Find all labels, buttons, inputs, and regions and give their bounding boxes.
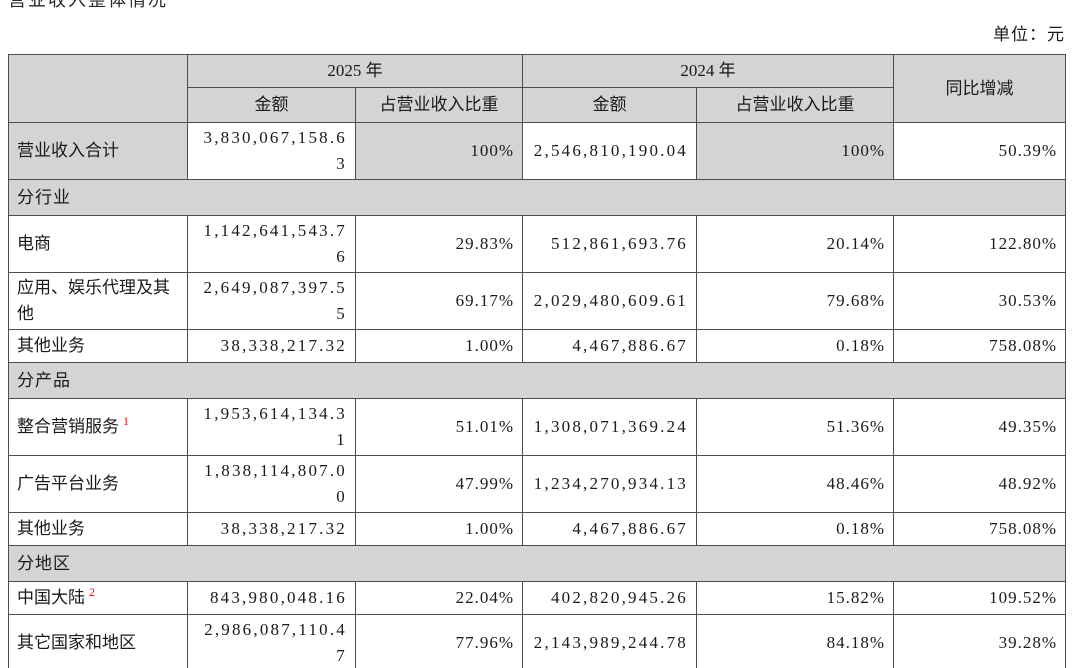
row-label-text: 中国大陆	[17, 588, 85, 607]
amount-2025-cell: 1,142,641,543.76	[187, 215, 356, 273]
amount-2025-cell: 2,649,087,397.55	[187, 272, 356, 330]
header-row-years: 2025 年 2024 年 同比增减	[8, 54, 1066, 123]
amount-2024-cell: 512,861,693.76	[522, 215, 697, 273]
amount-2025-cell: 2,986,087,110.47	[187, 614, 356, 668]
row-label-text: 应用、娱乐代理及其他	[17, 278, 170, 323]
header-year-2025: 2025 年	[187, 54, 523, 88]
table-body: 营业收入合计 3,830,067,158.63 100% 2,546,810,190.…	[8, 122, 1066, 668]
header-corner-cell	[8, 54, 188, 123]
row-label-text: 电商	[17, 234, 51, 253]
ratio-2024-cell: 20.14%	[696, 215, 894, 273]
amount-2025-cell: 1,838,114,807.00	[187, 455, 356, 513]
header-yoy: 同比增减	[893, 54, 1066, 123]
amount-2025-cell: 38,338,217.32	[187, 329, 356, 363]
total-row: 营业收入合计 3,830,067,158.63 100% 2,546,810,190.…	[8, 122, 1066, 180]
page-title-clipped-region: 营业收入整体情况	[8, 0, 408, 9]
section-label: 分地区	[8, 545, 1066, 582]
table-row: 广告平台业务 1,838,114,807.00 47.99% 1,234,270,93…	[8, 455, 1066, 513]
ratio-2024-cell: 15.82%	[696, 581, 894, 615]
section-label: 分产品	[8, 362, 1066, 399]
yoy-cell: 39.28%	[893, 614, 1066, 668]
row-label: 其他业务	[8, 512, 188, 546]
amount-2024-cell: 402,820,945.26	[522, 581, 697, 615]
section-row: 分产品	[8, 362, 1066, 399]
table-row: 电商 1,142,641,543.76 29.83% 512,861,693.76 20…	[8, 215, 1066, 273]
amount-2025-cell: 843,980,048.16	[187, 581, 356, 615]
ratio-2025-cell: 47.99%	[355, 455, 523, 513]
ratio-2025-cell: 1.00%	[355, 329, 523, 363]
header-year-2024: 2024 年	[522, 54, 894, 88]
amount-2025-cell: 1,953,614,134.31	[187, 398, 356, 456]
table-header: 2025 年 2024 年 同比增减 金额 占营业收入比重 金额 占营业收入比重	[8, 54, 1066, 123]
row-label-text: 广告平台业务	[17, 474, 119, 493]
header-amount-2025: 金额	[187, 87, 356, 123]
row-label-text: 营业收入合计	[17, 141, 119, 160]
row-label-text: 其它国家和地区	[17, 633, 136, 652]
section-row: 分地区	[8, 545, 1066, 582]
ratio-2025-cell: 29.83%	[355, 215, 523, 273]
header-ratio-2025: 占营业收入比重	[355, 87, 523, 123]
row-label: 应用、娱乐代理及其他	[8, 272, 188, 330]
amount-2024-cell: 2,029,480,609.61	[522, 272, 697, 330]
ratio-2025-cell: 77.96%	[355, 614, 523, 668]
ratio-2024-cell: 48.46%	[696, 455, 894, 513]
yoy-cell: 30.53%	[893, 272, 1066, 330]
row-label: 其他业务	[8, 329, 188, 363]
yoy-cell: 758.08%	[893, 512, 1066, 546]
ratio-2024-cell: 0.18%	[696, 512, 894, 546]
header-ratio-2024: 占营业收入比重	[696, 87, 894, 123]
amount-2024-cell: 1,234,270,934.13	[522, 455, 697, 513]
ratio-2025-cell: 51.01%	[355, 398, 523, 456]
row-label: 广告平台业务	[8, 455, 188, 513]
amount-2024-cell: 2,546,810,190.04	[522, 122, 697, 180]
yoy-cell: 122.80%	[893, 215, 1066, 273]
yoy-cell: 49.35%	[893, 398, 1066, 456]
row-label-text: 整合营销服务	[17, 417, 119, 436]
amount-2024-cell: 4,467,886.67	[522, 512, 697, 546]
ratio-2024-cell: 0.18%	[696, 329, 894, 363]
header-row-subcolumns: 金额 占营业收入比重 金额 占营业收入比重	[9, 87, 1066, 123]
amount-2024-cell: 4,467,886.67	[522, 329, 697, 363]
table-row: 整合营销服务 1 1,953,614,134.31 51.01% 1,308,071,3…	[8, 398, 1066, 456]
footnote-ref: 1	[123, 414, 129, 429]
table-row: 中国大陆 2 843,980,048.16 22.04% 402,820,945.26 1…	[8, 581, 1066, 615]
table-row: 其他业务 38,338,217.32 1.00% 4,467,886.67 0.18% 7…	[8, 329, 1066, 363]
header-amount-2024: 金额	[522, 87, 697, 123]
row-label: 电商	[8, 215, 188, 273]
ratio-2024-cell: 84.18%	[696, 614, 894, 668]
ratio-2024-cell: 100%	[696, 122, 894, 180]
table-row: 应用、娱乐代理及其他 2,649,087,397.55 69.17% 2,029,48…	[8, 272, 1066, 330]
row-label: 其它国家和地区	[8, 614, 188, 668]
row-label-text: 其他业务	[17, 336, 85, 355]
ratio-2024-cell: 79.68%	[696, 272, 894, 330]
amount-2025-cell: 38,338,217.32	[187, 512, 356, 546]
ratio-2025-cell: 22.04%	[355, 581, 523, 615]
unit-label: 单位：元	[993, 25, 1065, 44]
row-label: 营业收入合计	[8, 122, 188, 180]
table-row: 其他业务 38,338,217.32 1.00% 4,467,886.67 0.18% 7…	[8, 512, 1066, 546]
yoy-cell: 758.08%	[893, 329, 1066, 363]
yoy-cell: 48.92%	[893, 455, 1066, 513]
amount-2024-cell: 1,308,071,369.24	[522, 398, 697, 456]
section-label: 分行业	[8, 179, 1066, 216]
row-label: 中国大陆 2	[8, 581, 188, 615]
amount-2024-cell: 2,143,989,244.78	[522, 614, 697, 668]
footnote-ref: 2	[89, 585, 95, 600]
ratio-2024-cell: 51.36%	[696, 398, 894, 456]
amount-2025-cell: 3,830,067,158.63	[187, 122, 356, 180]
row-label-text: 其他业务	[17, 519, 85, 538]
ratio-2025-cell: 1.00%	[355, 512, 523, 546]
yoy-cell: 50.39%	[893, 122, 1066, 180]
yoy-cell: 109.52%	[893, 581, 1066, 615]
table-row: 其它国家和地区 2,986,087,110.47 77.96% 2,143,989,2…	[8, 614, 1066, 668]
ratio-2025-cell: 69.17%	[355, 272, 523, 330]
ratio-2025-cell: 100%	[355, 122, 523, 180]
page-title: 营业收入整体情况	[8, 0, 408, 9]
row-label: 整合营销服务 1	[8, 398, 188, 456]
section-row: 分行业	[8, 179, 1066, 216]
revenue-table: 2025 年 2024 年 同比增减 金额 占营业收入比重 金额 占营业收入比重…	[8, 54, 1066, 668]
